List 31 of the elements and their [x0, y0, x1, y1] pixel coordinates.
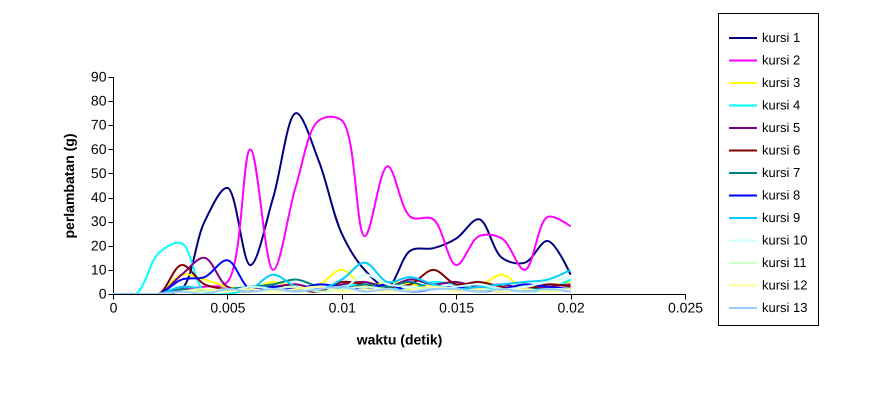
legend-label: kursi 5: [762, 120, 800, 135]
y-tick-label: 0: [98, 286, 107, 302]
legend-label: kursi 11: [762, 255, 807, 270]
legend-label: kursi 6: [762, 142, 800, 158]
y-tick-label: 50: [90, 164, 107, 181]
y-tick-label: 40: [90, 189, 107, 206]
x-tick-label: 0.02: [557, 300, 585, 316]
y-tick-label: 70: [90, 116, 107, 133]
legend-label: kursi 7: [762, 165, 800, 180]
y-tick-label: 10: [90, 261, 107, 278]
x-tick-label: 0: [110, 300, 118, 316]
legend-label: kursi 3: [762, 75, 800, 90]
y-tick-label: 90: [90, 68, 107, 84]
y-tick-label: 30: [90, 213, 107, 230]
y-tick-label: 20: [90, 237, 107, 254]
legend-label: kursi 4: [762, 98, 800, 112]
legend-label: kursi 1: [762, 30, 800, 45]
legend-label: kursi 2: [762, 52, 800, 68]
x-axis-title: waktu (detik): [356, 332, 442, 348]
x-tick-label: 0.025: [668, 300, 704, 316]
legend-label: kursi 12: [762, 278, 808, 292]
x-tick-label: 0.005: [210, 300, 246, 316]
legend-label: kursi 13: [762, 300, 808, 315]
y-axis-title: perlambatan (g): [60, 133, 77, 239]
legend-label: kursi 10: [762, 232, 808, 248]
x-tick-label: 0.01: [328, 300, 356, 316]
x-tick-label: 0.015: [439, 300, 474, 316]
legend-label: kursi 8: [762, 188, 800, 202]
y-tick-label: 80: [90, 92, 107, 109]
legend-label: kursi 9: [762, 210, 800, 225]
y-tick-label: 60: [90, 140, 107, 157]
